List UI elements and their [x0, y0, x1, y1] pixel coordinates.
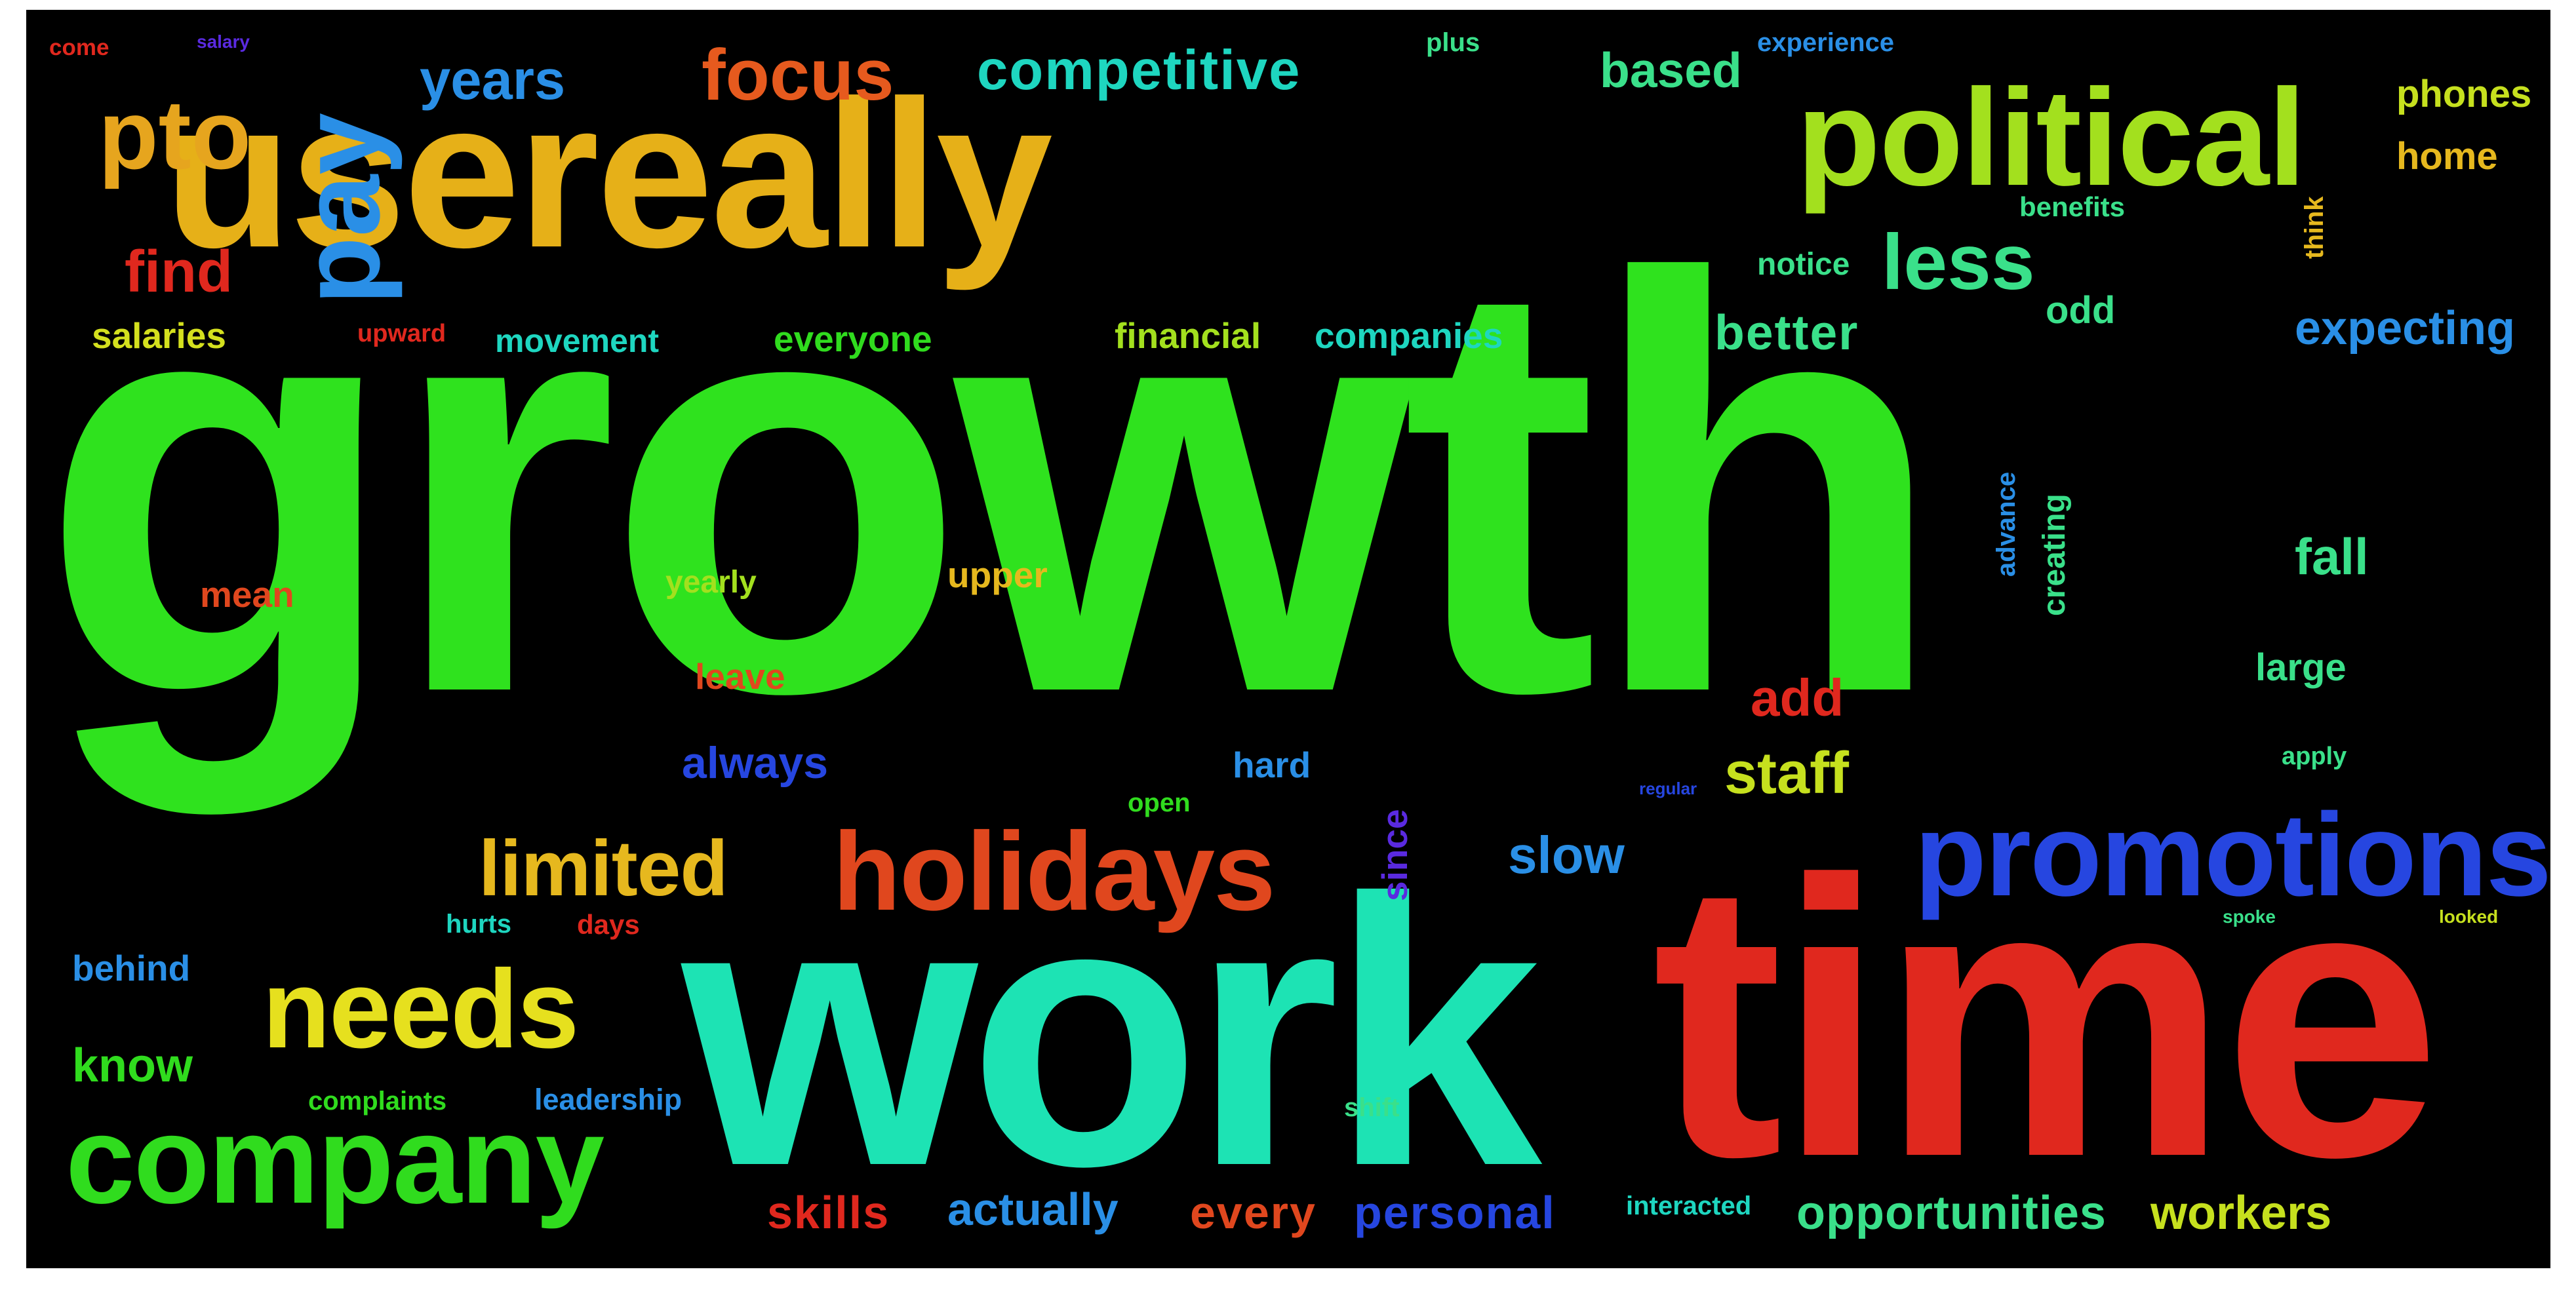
- word-salary: salary: [197, 31, 250, 52]
- word-expecting: expecting: [2295, 302, 2516, 355]
- word-leave: leave: [695, 656, 785, 697]
- word-experience: experience: [1757, 28, 1895, 57]
- word-less: less: [1882, 218, 2035, 306]
- word-phones: phones: [2396, 73, 2532, 115]
- word-companies: companies: [1315, 315, 1503, 356]
- word-apply: apply: [2282, 743, 2347, 770]
- word-interacted: interacted: [1626, 1192, 1752, 1220]
- word-holidays: holidays: [833, 809, 1276, 934]
- word-hurts: hurts: [446, 910, 511, 939]
- word-days: days: [577, 909, 640, 940]
- word-promotions: promotions: [1914, 789, 2550, 921]
- word-always: always: [682, 738, 829, 788]
- word-yearly: yearly: [665, 565, 757, 600]
- word-pay: pay: [279, 113, 403, 305]
- word-skills: skills: [767, 1187, 890, 1238]
- word-limited: limited: [479, 825, 728, 912]
- word-regular: regular: [1639, 779, 1697, 798]
- word-everyone: everyone: [774, 319, 932, 359]
- word-based: based: [1600, 43, 1742, 98]
- word-staff: staff: [1724, 741, 1850, 806]
- word-upward: upward: [357, 320, 446, 347]
- word-company: company: [66, 1091, 604, 1230]
- word-plus: plus: [1426, 28, 1480, 57]
- word-focus: focus: [702, 35, 894, 115]
- word-workers: workers: [2150, 1187, 2332, 1239]
- word-shift: shift: [1344, 1093, 1400, 1122]
- word-growth: growth: [39, 155, 1947, 815]
- word-behind: behind: [72, 948, 191, 988]
- word-actually: actually: [947, 1184, 1119, 1235]
- word-know: know: [72, 1039, 193, 1092]
- word-notice: notice: [1757, 247, 1850, 282]
- word-better: better: [1714, 305, 1859, 360]
- word-pto: pto: [98, 79, 252, 189]
- word-personal: personal: [1354, 1187, 1556, 1238]
- word-time: time: [1652, 800, 2442, 1239]
- word-think: think: [2300, 196, 2329, 259]
- word-hard: hard: [1233, 745, 1311, 785]
- word-years: years: [420, 49, 566, 111]
- word-odd: odd: [2046, 289, 2116, 332]
- word-leadership: leadership: [534, 1083, 683, 1116]
- word-cloud: growth usereally work time political pay…: [26, 10, 2550, 1268]
- word-financial: financial: [1115, 315, 1261, 356]
- word-salaries: salaries: [92, 315, 226, 356]
- word-political: political: [1796, 60, 2306, 214]
- word-fall: fall: [2295, 528, 2369, 585]
- word-home: home: [2396, 135, 2498, 178]
- word-spoke: spoke: [2223, 906, 2276, 927]
- word-since: since: [1374, 809, 1415, 901]
- word-competitive: competitive: [977, 39, 1301, 102]
- word-advance: advance: [1992, 471, 2021, 577]
- word-every: every: [1190, 1187, 1317, 1238]
- word-slow: slow: [1508, 826, 1625, 884]
- word-work: work: [682, 820, 1542, 1245]
- word-come: come: [49, 35, 109, 60]
- word-add: add: [1751, 669, 1844, 727]
- word-mean: mean: [200, 574, 294, 615]
- word-movement: movement: [495, 322, 660, 359]
- word-find: find: [125, 239, 233, 305]
- word-complaints: complaints: [308, 1087, 447, 1116]
- word-open: open: [1128, 788, 1191, 817]
- word-looked: looked: [2439, 906, 2499, 927]
- word-usereally: usereally: [164, 56, 1053, 291]
- word-large: large: [2255, 646, 2347, 689]
- word-creating: creating: [2037, 494, 2072, 616]
- word-needs: needs: [262, 947, 579, 1072]
- word-opportunities: opportunities: [1796, 1187, 2107, 1239]
- word-upper: upper: [947, 554, 1048, 595]
- word-benefits: benefits: [2019, 191, 2126, 222]
